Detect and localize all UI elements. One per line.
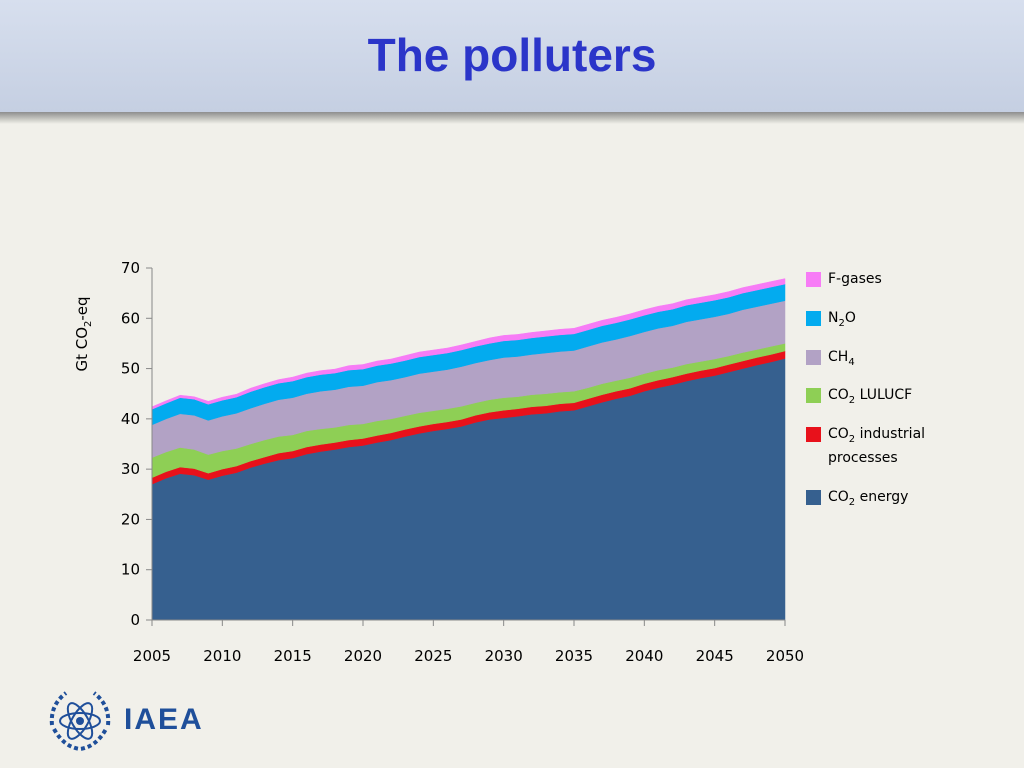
chart-legend: F-gases N2O CH4 CO2 LULUCF CO2 industrial pro… [806,271,925,508]
y-tick-label: 10 [121,561,140,579]
legend-label-n2o: N2O [828,310,856,329]
legend-label-co2-industrial-processes: CO2 industrial processes [828,426,925,466]
legend-label-f-gases: F-gases [828,271,882,287]
legend-label-ch4: CH4 [828,349,855,368]
y-tick-label: 70 [121,259,140,277]
legend-swatch-co2-lulucf [806,388,821,403]
y-tick-label: 60 [121,309,140,327]
y-axis-title: Gt CO2-eq [73,296,94,371]
y-tick-label: 20 [121,510,140,528]
y-tick-label: 50 [121,360,140,378]
y-tick-label: 40 [121,410,140,428]
title-banner [0,0,1024,112]
slide-title: The polluters [367,29,657,81]
legend-swatch-co2-energy [806,490,821,505]
x-tick-label: 2050 [766,647,804,665]
x-tick-label: 2040 [625,647,663,665]
area-layer [151,278,786,621]
logo-text: IAEA [124,703,204,736]
x-tick-label: 2010 [203,647,241,665]
atom-emblem-icon [49,691,111,752]
x-tick-label: 2025 [414,647,452,665]
x-tick-label: 2045 [696,647,734,665]
y-tick-label: 30 [121,460,140,478]
legend-swatch-n2o [806,311,821,326]
x-tick-label: 2035 [555,647,593,665]
legend-swatch-f-gases [806,272,821,287]
y-tick-label: 0 [130,611,140,629]
x-tick-label: 2030 [485,647,523,665]
title-divider [0,112,1024,124]
legend-label-co2-lulucf: CO2 LULUCF [828,387,912,406]
x-tick-label: 2005 [133,647,171,665]
legend-swatch-ch4 [806,350,821,365]
x-tick-label: 2015 [274,647,312,665]
iaea-logo: IAEA [40,685,230,755]
x-tick-label: 2020 [344,647,382,665]
legend-swatch-co2-industrial-processes [806,427,821,442]
legend-label-co2-energy: CO2 energy [828,489,908,508]
area-f-gases [151,278,786,410]
